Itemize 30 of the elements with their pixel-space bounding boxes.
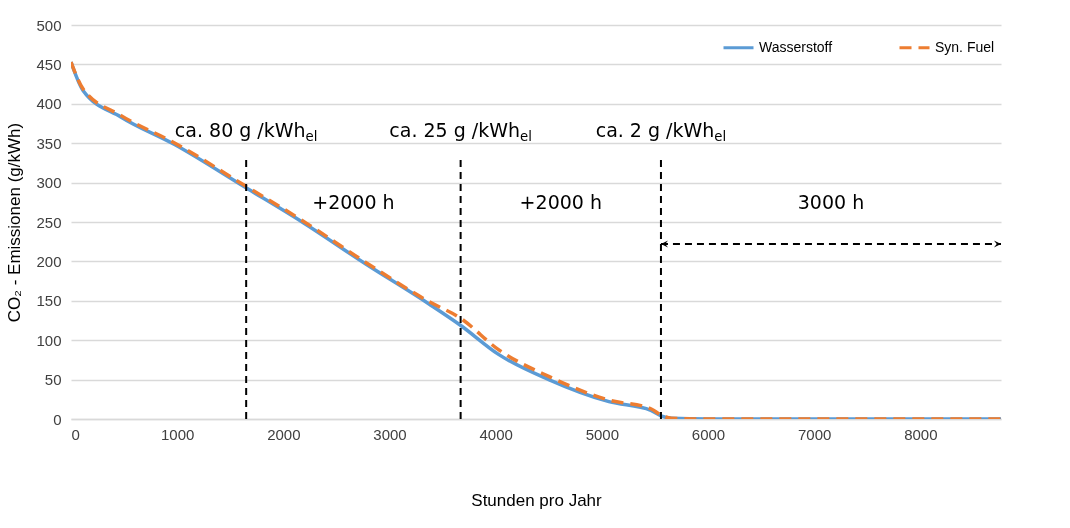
y-tick-label: 200: [36, 252, 62, 270]
y-tick-label: 150: [36, 292, 62, 310]
x-axis-title: Stunden pro Jahr: [471, 490, 603, 510]
y-tick-label: 100: [36, 331, 62, 349]
x-tick-label: 0: [71, 425, 80, 443]
y-tick-label: 250: [36, 213, 62, 231]
x-tick-label: 4000: [479, 425, 513, 443]
y-tick-label: 500: [36, 16, 62, 34]
annotation: ca. 25 g /kWh$_{el}$: [389, 119, 532, 145]
annotation: ca. 2 g /kWh$_{el}$: [595, 119, 727, 145]
x-tick-label: 3000: [373, 425, 407, 443]
x-tick-label: 5000: [585, 425, 620, 443]
y-tick-label: 50: [44, 371, 62, 389]
annotation: 3000 h: [797, 191, 865, 214]
y-tick-label: 300: [36, 174, 62, 192]
annotation: ca. 80 g /kWh$_{el}$: [174, 119, 318, 145]
annotation: +2000 h: [312, 191, 395, 214]
x-tick-label: 2000: [267, 425, 301, 443]
y-tick-label: 350: [36, 134, 62, 152]
legend-label: Wasserstoff: [759, 38, 833, 55]
annotation: +2000 h: [519, 191, 602, 214]
y-tick-label: 0: [53, 410, 62, 428]
y-tick-label: 450: [36, 55, 62, 73]
x-tick-label: 1000: [160, 425, 195, 443]
y-axis-title: CO₂ - Emissionen (g/kWh): [5, 122, 25, 323]
y-tick-label: 400: [36, 95, 62, 113]
legend-label: Syn. Fuel: [935, 38, 995, 55]
x-tick-label: 7000: [797, 425, 832, 443]
x-tick-label: 6000: [691, 425, 726, 443]
x-tick-label: 8000: [904, 425, 938, 443]
